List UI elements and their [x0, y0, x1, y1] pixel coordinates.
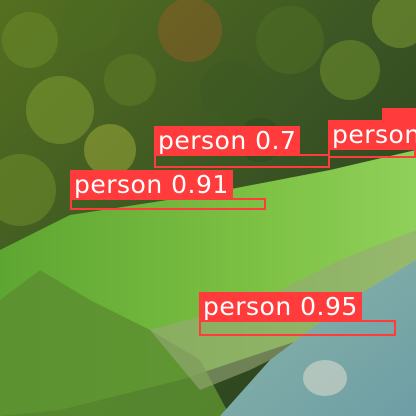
detection-label: person 0.7 — [154, 126, 301, 156]
detection-label: person 0.91 — [70, 170, 233, 200]
confidence-score: 0.95 — [300, 292, 358, 321]
bounding-box — [199, 320, 396, 336]
class-name: person — [158, 126, 247, 155]
confidence-score: 0.91 — [171, 170, 229, 199]
detection-label: person — [328, 120, 416, 150]
class-name: person — [203, 292, 292, 321]
detection-label: person 0.95 — [199, 292, 362, 322]
class-name: person — [74, 170, 163, 199]
confidence-score: 0.7 — [255, 126, 297, 155]
class-name: person — [332, 120, 416, 149]
detection-label — [382, 108, 416, 122]
bounding-box — [154, 154, 330, 168]
